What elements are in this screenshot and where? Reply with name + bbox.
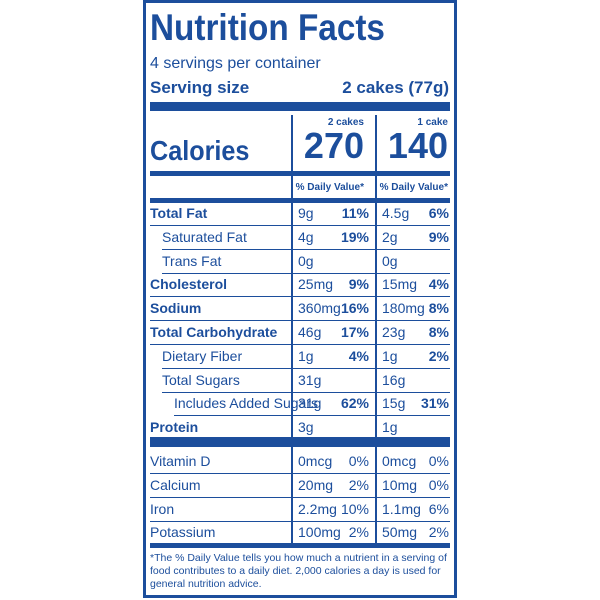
dv-2: 0% — [348, 453, 369, 469]
servings: 4 servings per container — [150, 55, 321, 72]
amount-2: 0mcg — [298, 453, 333, 469]
dv-header-2: % Daily Value* — [295, 182, 364, 193]
nutrient-label: Protein — [150, 419, 199, 436]
row-rule — [162, 272, 450, 274]
thick-rule — [150, 102, 450, 111]
column-divider — [375, 115, 377, 545]
amount-2: 46g — [298, 324, 322, 340]
footnote: *The % Daily Value tells you how much a … — [150, 552, 447, 590]
dv-1: 0% — [428, 476, 449, 493]
amount-2: 2.2mg — [298, 500, 337, 517]
row-rule — [150, 496, 450, 498]
row-rule — [150, 520, 450, 522]
column-divider — [291, 115, 293, 545]
amount-1: 4.5g — [382, 205, 410, 221]
calories-label: Calories — [150, 135, 250, 166]
nutrient-label: Total Fat — [150, 205, 208, 221]
amount-1: 1.1mg — [382, 500, 421, 517]
dv-1: 6% — [428, 205, 449, 221]
nutrient-label: Calcium — [150, 476, 201, 493]
row-rule — [162, 391, 450, 393]
calories-2: 270 — [303, 125, 364, 166]
amount-2: 360mg — [298, 300, 341, 317]
amount-1: 1g — [382, 347, 398, 364]
dv-2: 9% — [348, 276, 369, 293]
dv-2: 4% — [348, 347, 369, 364]
amount-1: 16g — [382, 371, 406, 388]
amount-2: 1g — [298, 347, 314, 364]
amount-2: 31g — [298, 371, 322, 388]
dv-2: 11% — [341, 205, 369, 221]
row-rule — [162, 367, 450, 369]
nutrient-label: Potassium — [150, 524, 216, 541]
nutrient-label: Trans Fat — [162, 252, 222, 269]
amount-1: 15g — [382, 395, 406, 412]
amount-2: 0g — [298, 252, 314, 269]
amount-1: 1g — [382, 419, 398, 436]
dv-1: 2% — [428, 524, 449, 541]
row-rule — [174, 415, 450, 417]
nutrient-label: Iron — [150, 500, 175, 517]
calories-1: 140 — [387, 125, 448, 166]
amount-2: 4g — [298, 228, 314, 245]
amount-1: 180mg — [382, 300, 425, 317]
medium-rule — [150, 543, 450, 548]
medium-rule — [150, 198, 450, 203]
row-rule — [162, 248, 450, 250]
amount-2: 3g — [298, 419, 314, 436]
serving-size-value: 2 cakes (77g) — [342, 78, 449, 97]
amount-1: 15mg — [382, 276, 418, 293]
amount-1: 0mcg — [382, 453, 417, 469]
amount-2: 100mg — [298, 524, 341, 541]
dv-2: 19% — [340, 228, 369, 245]
thick-rule — [150, 437, 450, 447]
dv-header-1: % Daily Value* — [379, 182, 448, 193]
amount-1: 0g — [382, 252, 398, 269]
dv-2: 62% — [340, 395, 369, 412]
amount-1: 50mg — [382, 524, 418, 541]
amount-1: 10mg — [382, 476, 418, 493]
title: Nutrition Facts — [150, 7, 385, 48]
row-rule — [150, 344, 450, 345]
row-rule — [150, 296, 450, 298]
nutrient-label: Sodium — [150, 300, 202, 317]
col1-header: 1 cake — [417, 117, 448, 128]
amount-2: 31g — [298, 395, 322, 412]
nutrient-label: Dietary Fiber — [162, 347, 243, 364]
dv-1: 4% — [428, 276, 449, 293]
dv-2: 17% — [340, 324, 369, 340]
amount-1: 2g — [382, 228, 398, 245]
dv-1: 8% — [428, 324, 449, 340]
dv-2: 16% — [340, 300, 369, 317]
nutrient-label: Total Carbohydrate — [150, 324, 278, 340]
row-rule — [150, 473, 450, 474]
amount-2: 9g — [298, 205, 314, 221]
nutrient-label: Vitamin D — [150, 453, 211, 469]
dv-1: 0% — [428, 453, 449, 469]
row-rule — [150, 225, 450, 226]
amount-2: 25mg — [298, 276, 334, 293]
serving-size-label: Serving size — [150, 78, 250, 97]
dv-1: 9% — [428, 228, 449, 245]
dv-2: 2% — [348, 524, 369, 541]
amount-2: 20mg — [298, 476, 334, 493]
dv-1: 2% — [428, 347, 449, 364]
medium-rule — [150, 171, 450, 176]
dv-1: 6% — [428, 500, 449, 517]
nutrition-label: Nutrition Facts 4 servings per container… — [143, 0, 457, 598]
nutrient-label: Saturated Fat — [162, 228, 247, 245]
dv-1: 31% — [420, 395, 449, 412]
amount-1: 23g — [382, 324, 406, 340]
dv-1: 8% — [428, 300, 449, 317]
nutrient-label: Cholesterol — [150, 276, 228, 293]
row-rule — [150, 320, 450, 322]
dv-2: 10% — [340, 500, 369, 517]
dv-2: 2% — [348, 476, 369, 493]
nutrient-label: Total Sugars — [162, 371, 240, 388]
nutrient-label: Includes Added Sugars — [174, 395, 318, 412]
col2-header: 2 cakes — [327, 117, 364, 128]
